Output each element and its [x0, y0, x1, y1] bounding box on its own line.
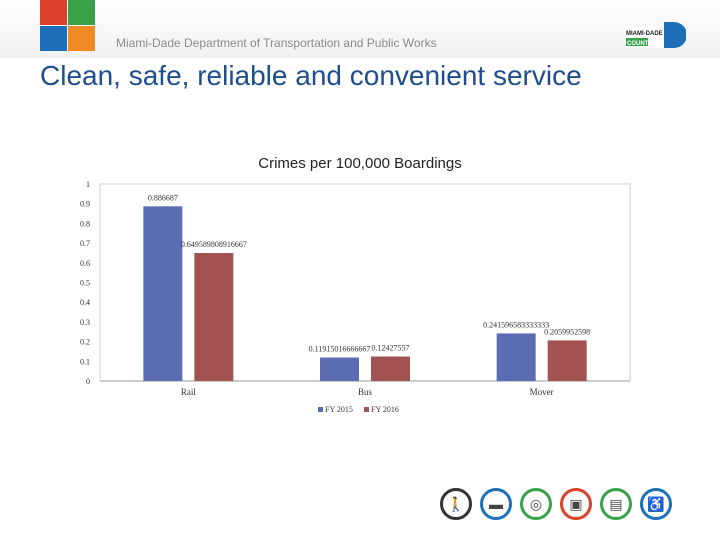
road-logo-icon	[40, 26, 67, 51]
department-name: Miami-Dade Department of Transportation …	[116, 36, 437, 50]
pedestrian-icon: 🚶	[440, 488, 472, 520]
svg-text:MIAMI-DADE: MIAMI-DADE	[626, 31, 663, 37]
bar-bus-fy2016	[371, 356, 410, 381]
data-label: 0.886687	[148, 193, 178, 202]
y-tick-label: 0.8	[80, 219, 90, 228]
y-tick-label: 0.3	[80, 318, 90, 327]
car-icon: ▬	[480, 488, 512, 520]
x-tick-label: Bus	[358, 387, 373, 397]
county-logo: MIAMI-DADE COUNTY	[624, 22, 686, 48]
data-label: 0.241596583333333	[483, 320, 549, 329]
bar-bus-fy2015	[320, 357, 359, 381]
y-tick-label: 0.1	[80, 357, 90, 366]
car-logo-icon	[68, 26, 95, 51]
bicycle-icon: ◎	[520, 488, 552, 520]
header-band	[0, 0, 720, 58]
bar-chart: Crimes per 100,000 Boardings 0 0.1 0.2 0.3 0.…	[80, 155, 631, 414]
y-tick-label: 0.9	[80, 200, 90, 209]
y-tick-label: 0	[86, 377, 90, 386]
x-tick-label: Mover	[530, 387, 554, 397]
train-logo-icon	[68, 0, 95, 25]
wheelchair-icon: ♿	[640, 488, 672, 520]
y-tick-label: 0.2	[80, 338, 90, 347]
bar-rail-fy2015	[143, 206, 183, 381]
legend-label: FY 2016	[371, 405, 399, 414]
footer-mode-icons: 🚶 ▬ ◎ ▣ ▤ ♿	[440, 488, 710, 528]
bus-icon: ▣	[560, 488, 592, 520]
transit-logo	[40, 0, 96, 52]
y-tick-label: 0.4	[80, 298, 90, 307]
y-tick-label: 0.6	[80, 259, 90, 268]
legend-label: FY 2015	[325, 405, 353, 414]
legend-swatch	[318, 407, 323, 412]
data-label: 0.12427557	[372, 344, 410, 353]
data-label: 0.649589808916667	[181, 240, 247, 249]
chart-title: Crimes per 100,000 Boardings	[258, 155, 461, 172]
train-icon: ▤	[600, 488, 632, 520]
data-label: 0.11915016666667	[309, 345, 371, 354]
chart-area: Crimes per 100,000 Boardings 0 0.1 0.2 0.3 0.…	[60, 146, 660, 436]
legend-swatch	[364, 407, 369, 412]
bar-mover-fy2015	[496, 333, 536, 381]
slide-title: Clean, safe, reliable and convenient ser…	[40, 60, 582, 91]
svg-text:COUNTY: COUNTY	[627, 41, 652, 47]
data-label: 0.2059952598	[544, 327, 590, 336]
bar-rail-fy2016	[194, 253, 234, 381]
bar-mover-fy2016	[547, 340, 587, 381]
y-tick-label: 1	[86, 180, 90, 189]
bus-logo-icon	[40, 0, 67, 25]
y-tick-label: 0.7	[80, 239, 90, 248]
x-tick-label: Rail	[181, 387, 196, 397]
y-tick-label: 0.5	[80, 279, 90, 288]
